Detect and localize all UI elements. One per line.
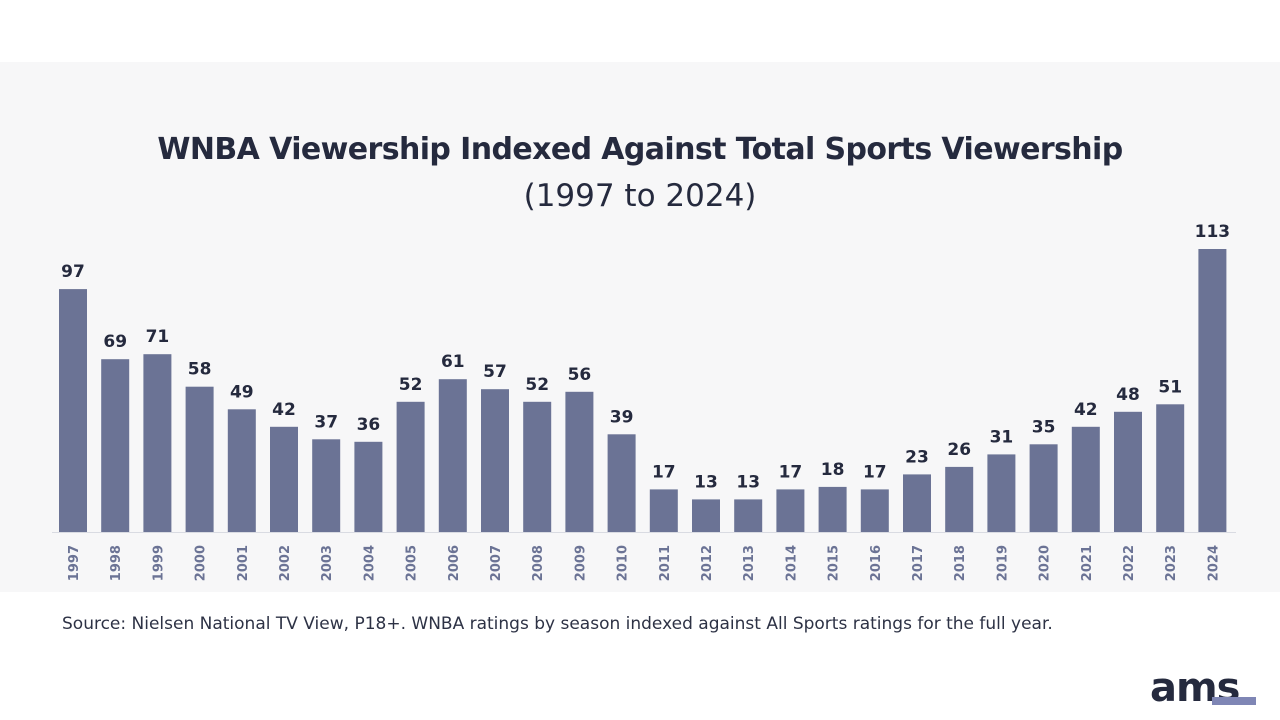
bar-2013 [734,499,763,532]
data-label-2017: 23 [905,447,929,467]
data-label-2003: 37 [314,412,338,432]
x-tick-label-2008: 2008 [531,545,546,581]
x-tick-label-2001: 2001 [236,545,251,581]
data-label-2023: 51 [1158,377,1182,397]
x-tick-label-2010: 2010 [616,545,631,581]
bar-2021 [1071,426,1100,532]
data-label-2019: 31 [990,427,1014,447]
bar-2019 [987,454,1016,532]
bar-2001 [227,409,256,532]
bar-2023 [1156,404,1185,532]
bar-2018 [945,466,974,532]
bar-2006 [438,379,467,532]
ams-logo: ams [1150,668,1256,708]
data-label-2010: 39 [610,407,634,427]
data-label-2012: 13 [694,472,718,492]
bar-2016 [860,489,889,532]
x-tick-label-2003: 2003 [320,545,335,581]
x-tick-label-2020: 2020 [1038,545,1053,581]
x-tick-label-2012: 2012 [700,545,715,581]
x-tick-label-2015: 2015 [827,545,842,581]
bar-2004 [354,441,383,532]
ams-logo-bar [1212,697,1256,705]
data-label-2013: 13 [736,472,760,492]
data-label-2020: 35 [1032,417,1056,437]
x-tick-label-2021: 2021 [1080,545,1095,581]
x-tick-label-2023: 2023 [1164,545,1179,581]
data-label-1997: 97 [61,262,85,282]
x-tick-label-2024: 2024 [1206,545,1221,581]
x-tick-label-2006: 2006 [447,545,462,581]
data-label-2001: 49 [230,382,254,402]
data-label-2011: 17 [652,462,676,482]
bar-1997 [59,289,87,532]
x-tick-label-2014: 2014 [784,545,799,581]
data-label-2006: 61 [441,352,465,372]
x-tick-label-2018: 2018 [953,545,968,581]
x-tick-label-2005: 2005 [405,545,420,581]
x-tick-label-2016: 2016 [869,545,884,581]
x-tick-label-2009: 2009 [573,545,588,581]
x-tick-label-2017: 2017 [911,545,926,581]
x-tick-label-1998: 1998 [109,545,124,581]
bar-2020 [1029,444,1058,532]
data-label-2005: 52 [399,375,423,395]
data-label-2002: 42 [272,400,296,420]
bar-2009 [565,391,594,532]
data-label-2000: 58 [188,360,212,380]
x-tick-label-2022: 2022 [1122,545,1137,581]
bar-2000 [185,386,214,532]
x-tick-label-2019: 2019 [995,545,1010,581]
x-tick-label-2013: 2013 [742,545,757,581]
bar-2008 [523,401,552,532]
bar-1998 [101,359,130,532]
x-tick-label-2011: 2011 [658,545,673,581]
bar-2024 [1198,249,1227,532]
x-tick-label-1999: 1999 [151,545,166,581]
x-tick-label-2004: 2004 [362,545,377,581]
x-tick-label-2000: 2000 [194,545,209,581]
bar-2005 [396,401,425,532]
bar-2017 [903,474,931,532]
bar-2007 [481,389,509,532]
data-label-1998: 69 [103,332,127,352]
bar-2010 [607,434,636,532]
data-label-2004: 36 [357,415,381,435]
data-label-2022: 48 [1116,385,1140,405]
data-label-2015: 18 [821,460,845,480]
bar-2022 [1114,411,1142,532]
chart-subtitle: (1997 to 2024) [523,178,757,214]
data-label-2016: 17 [863,462,887,482]
bar-2002 [270,426,298,532]
data-label-2014: 17 [779,462,803,482]
source-note: Source: Nielsen National TV View, P18+. … [62,614,1053,634]
data-label-2008: 52 [525,375,549,395]
data-label-2024: 113 [1195,222,1231,242]
bar-2003 [312,439,341,532]
bar-2012 [692,499,720,532]
x-tick-label-2002: 2002 [278,545,293,581]
bar-2015 [818,486,847,532]
data-label-1999: 71 [146,327,170,347]
data-label-2018: 26 [947,440,971,460]
x-tick-label-1997: 1997 [67,545,82,581]
data-label-2007: 57 [483,362,507,382]
data-label-2009: 56 [568,365,592,385]
bar-2011 [649,489,678,532]
x-tick-label-2007: 2007 [489,545,504,581]
data-label-2021: 42 [1074,400,1098,420]
bar-1999 [143,354,172,532]
bar-2014 [776,489,805,532]
chart-title: WNBA Viewership Indexed Against Total Sp… [157,132,1123,167]
